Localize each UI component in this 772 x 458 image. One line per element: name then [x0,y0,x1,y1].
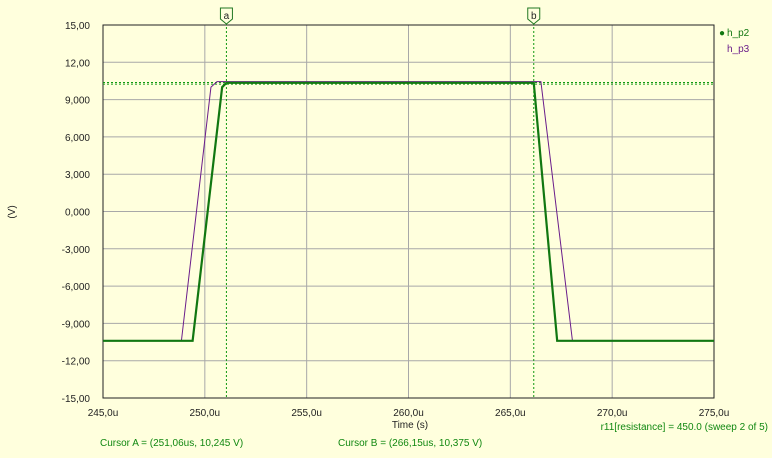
plot-grid [102,24,715,399]
y-tick-label: 15,00 [65,21,90,32]
series-line-h-p2 [103,81,714,342]
x-tick-label: 265,0u [495,408,526,419]
y-axis-ticks: 15,00 12,00 9,000 6,000 3,000 0,000 -3,000 -6,0… [62,21,91,405]
cursor-handle-a[interactable] [219,7,233,25]
y-tick-label: -9,000 [62,319,91,330]
y-tick-label: 6,000 [65,133,90,144]
y-tick-label: 3,000 [65,170,90,181]
legend-marker-h-p2: ● [719,28,725,39]
x-tick-label: 255,0u [291,408,322,419]
legend-label-h-p3[interactable]: h_p3 [727,44,750,55]
x-axis-label: Time (s) [392,420,428,431]
x-tick-label: 260,0u [393,408,424,419]
y-tick-label: 9,000 [65,96,90,107]
y-tick-label: -6,000 [62,282,91,293]
y-tick-label: -12,00 [62,357,91,368]
x-tick-label: 250,0u [190,408,221,419]
y-tick-label: 12,00 [65,58,90,69]
series-group [103,81,714,342]
x-tick-label: 275,0u [699,408,730,419]
plot-frame [102,24,715,399]
x-tick-label: 245,0u [88,408,119,419]
legend-label-h-p2[interactable]: h_p2 [727,28,750,39]
cursor-b-readout: Cursor B = (266,15us, 10,375 V) [338,438,482,449]
cursor-a-readout: Cursor A = (251,06us, 10,245 V) [100,438,243,449]
y-tick-label: -15,00 [62,394,91,405]
cursor-handle-b[interactable] [527,7,541,25]
cursor-label-b: b [531,11,537,22]
sweep-info: r11[resistance] = 450.0 (sweep 2 of 5) [601,422,768,433]
y-tick-label: -3,000 [62,245,91,256]
y-axis-label: (V) [7,205,18,218]
y-tick-label: 0,000 [65,208,90,219]
cursor-label-a: a [224,11,230,22]
x-tick-label: 270,0u [597,408,628,419]
x-axis-ticks: 245,0u 250,0u 255,0u 260,0u 265,0u 270,0u 275,… [88,408,730,419]
